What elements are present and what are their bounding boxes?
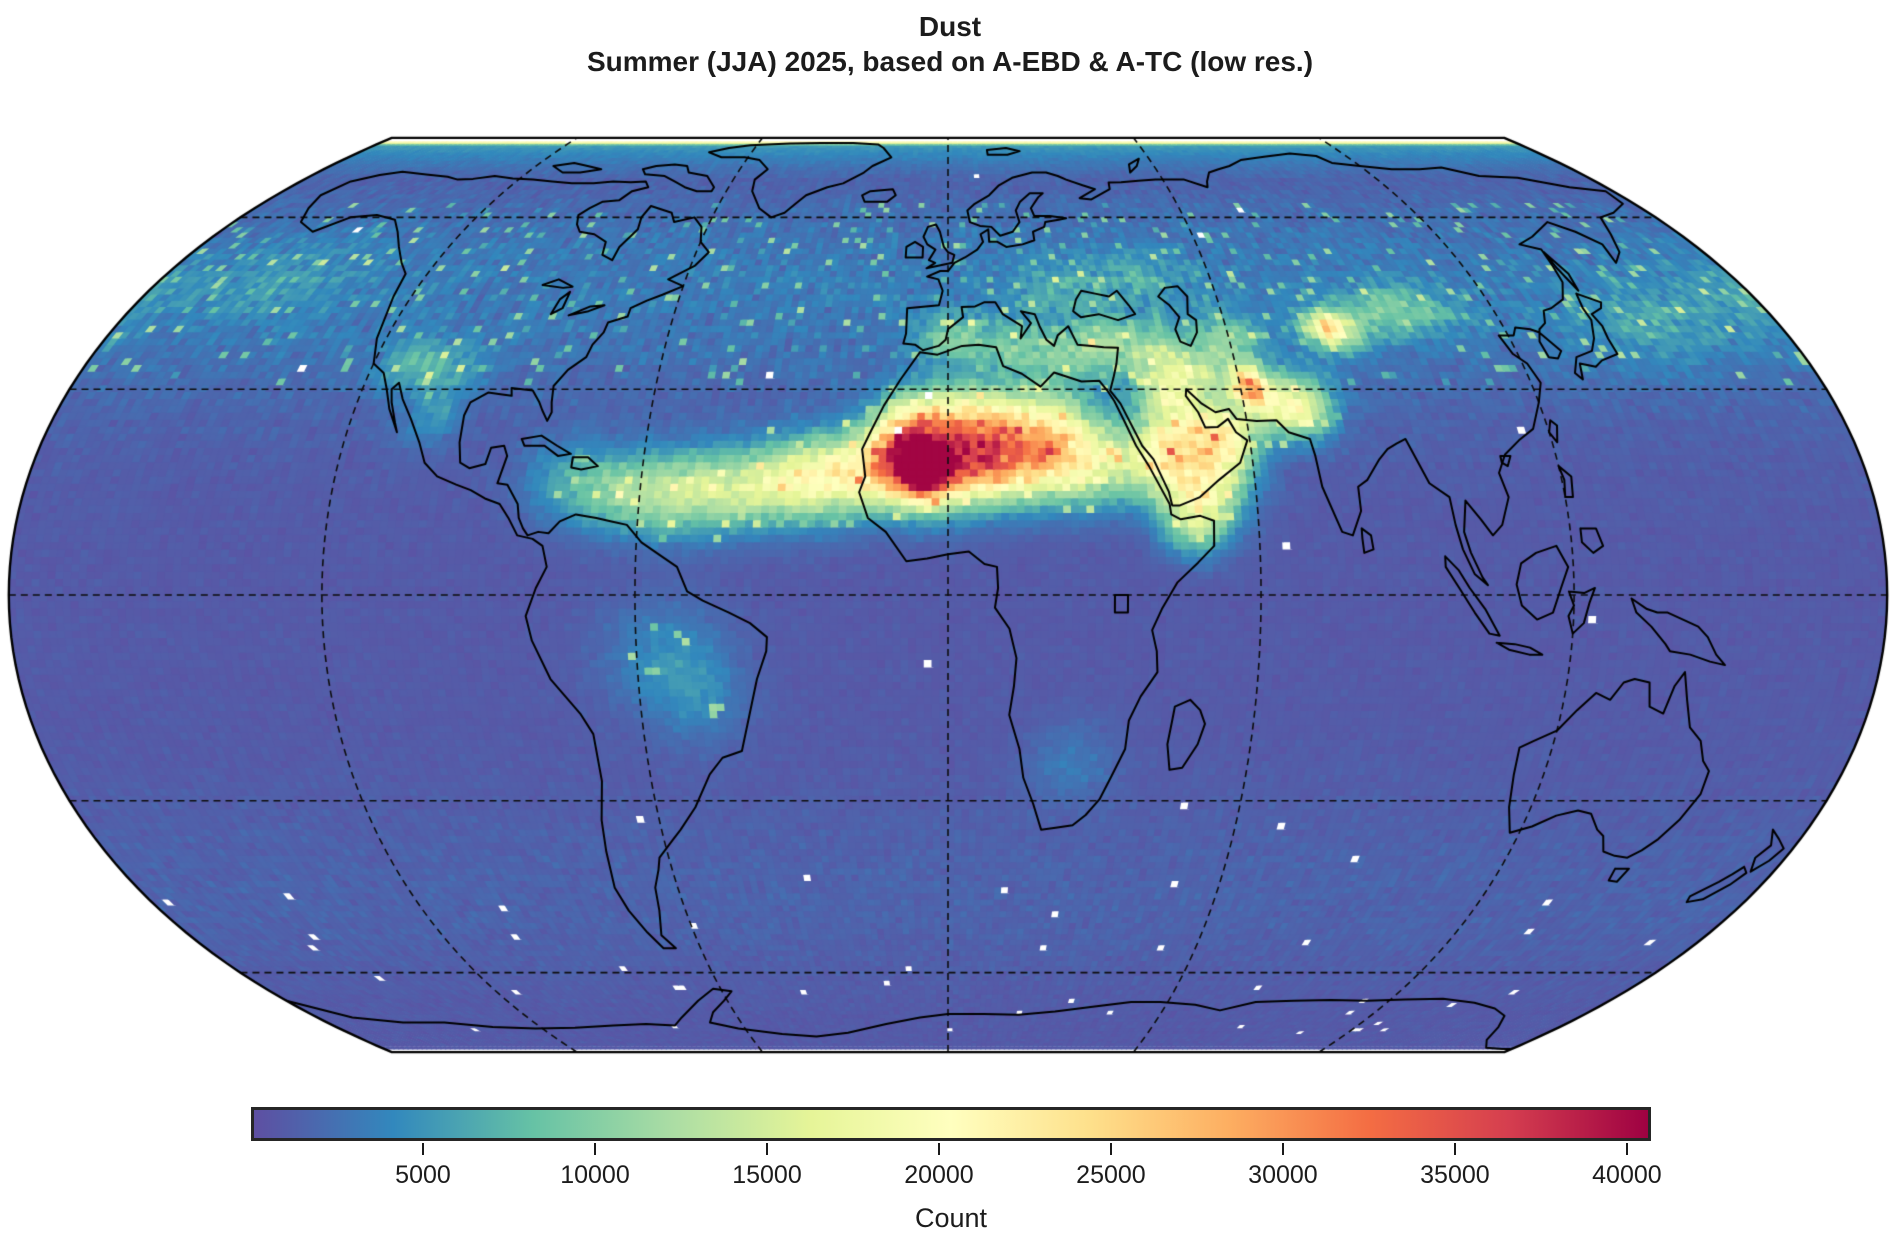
colorbar-tick-label: 15000 <box>732 1161 802 1189</box>
colorbar-tick-mark <box>937 1143 940 1155</box>
colorbar-tick-label: 35000 <box>1420 1161 1490 1189</box>
colorbar-tick-label: 30000 <box>1248 1161 1318 1189</box>
colorbar-tick-label: 25000 <box>1076 1161 1146 1189</box>
chart-title-line2: Summer (JJA) 2025, based on A-EBD & A-TC… <box>586 46 1314 77</box>
colorbar-tick-mark <box>1281 1143 1284 1155</box>
colorbar-tick-mark <box>1625 1143 1628 1155</box>
colorbar-tick-mark <box>1453 1143 1456 1155</box>
colorbar-gradient <box>251 1107 1651 1141</box>
colorbar-axis-label: Count <box>914 1203 988 1233</box>
colorbar-tick-mark <box>421 1143 424 1155</box>
colorbar-tick-mark <box>1109 1143 1112 1155</box>
chart-title-line1: Dust <box>918 11 982 42</box>
colorbar-tick-mark <box>765 1143 768 1155</box>
colorbar-tick-label: 10000 <box>560 1161 630 1189</box>
colorbar-tick-mark <box>593 1143 596 1155</box>
chart-title: Dust Summer (JJA) 2025, based on A-EBD &… <box>0 10 1900 80</box>
colorbar-tick-label: 20000 <box>904 1161 974 1189</box>
colorbar: 5000 10000 15000 20000 25000 30000 35000 40000 … <box>251 1107 1662 1256</box>
colorbar-tick-label: 40000 <box>1592 1161 1662 1189</box>
colorbar-tick-label: 5000 <box>395 1161 451 1189</box>
